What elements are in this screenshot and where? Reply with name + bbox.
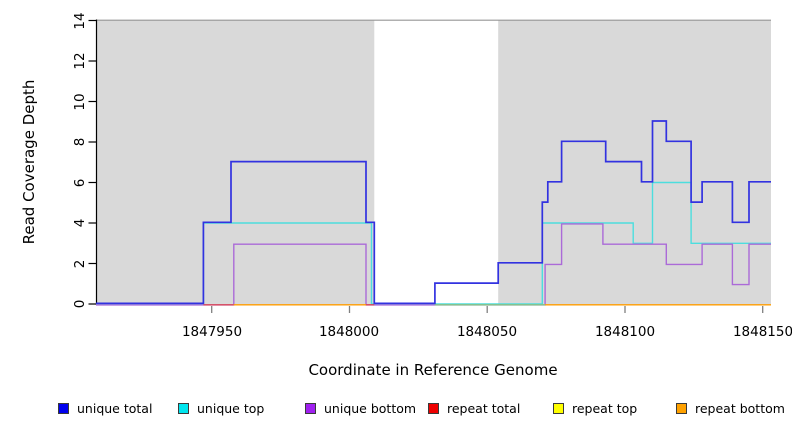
y-tick-label: 10 — [72, 93, 88, 111]
legend-label-unique-total: unique total — [77, 400, 153, 416]
x-axis-label: Coordinate in Reference Genome — [308, 361, 558, 379]
y-tick-label: 2 — [72, 259, 88, 269]
legend-swatch-unique-bottom — [305, 402, 316, 414]
x-tick-label: 1848050 — [456, 324, 518, 340]
legend-label-unique-top: unique top — [197, 400, 265, 416]
x-tick-label: 1848100 — [594, 324, 656, 340]
legend-swatch-repeat-bottom — [676, 402, 687, 414]
legend-label-unique-bottom: unique bottom — [324, 400, 417, 416]
y-tick-label: 12 — [72, 52, 88, 70]
y-tick-label: 14 — [72, 12, 88, 30]
legend-swatch-unique-total — [58, 402, 69, 414]
y-tick-label: 4 — [72, 218, 88, 228]
legend-label-repeat-top: repeat top — [572, 400, 638, 416]
legend-item-unique-bottom: unique bottom — [305, 399, 416, 417]
y-axis-label: Read Coverage Depth — [20, 79, 38, 245]
x-tick-label: 1848000 — [318, 324, 380, 340]
y-tick-label: 6 — [72, 178, 88, 188]
legend-item-repeat-top: repeat top — [553, 399, 637, 417]
legend-item-unique-total: unique total — [58, 399, 152, 417]
x-tick-label: 1847950 — [181, 324, 243, 340]
y-tick-label: 8 — [72, 137, 88, 147]
legend-item-repeat-total: repeat total — [428, 399, 520, 417]
legend: unique total unique top unique bottom repea… — [0, 399, 792, 419]
legend-label-repeat-bottom: repeat bottom — [695, 400, 785, 416]
x-tick-label: 1848150 — [732, 324, 792, 340]
legend-label-repeat-total: repeat total — [447, 400, 521, 416]
series-unique-total — [96, 120, 771, 305]
legend-item-repeat-bottom: repeat bottom — [676, 399, 785, 417]
y-tick-label: 0 — [72, 299, 88, 309]
series-unique-bottom — [96, 223, 771, 306]
legend-swatch-repeat-total — [428, 402, 439, 414]
legend-swatch-repeat-top — [553, 402, 564, 414]
legend-swatch-unique-top — [178, 402, 189, 414]
legend-item-unique-top: unique top — [178, 399, 264, 417]
